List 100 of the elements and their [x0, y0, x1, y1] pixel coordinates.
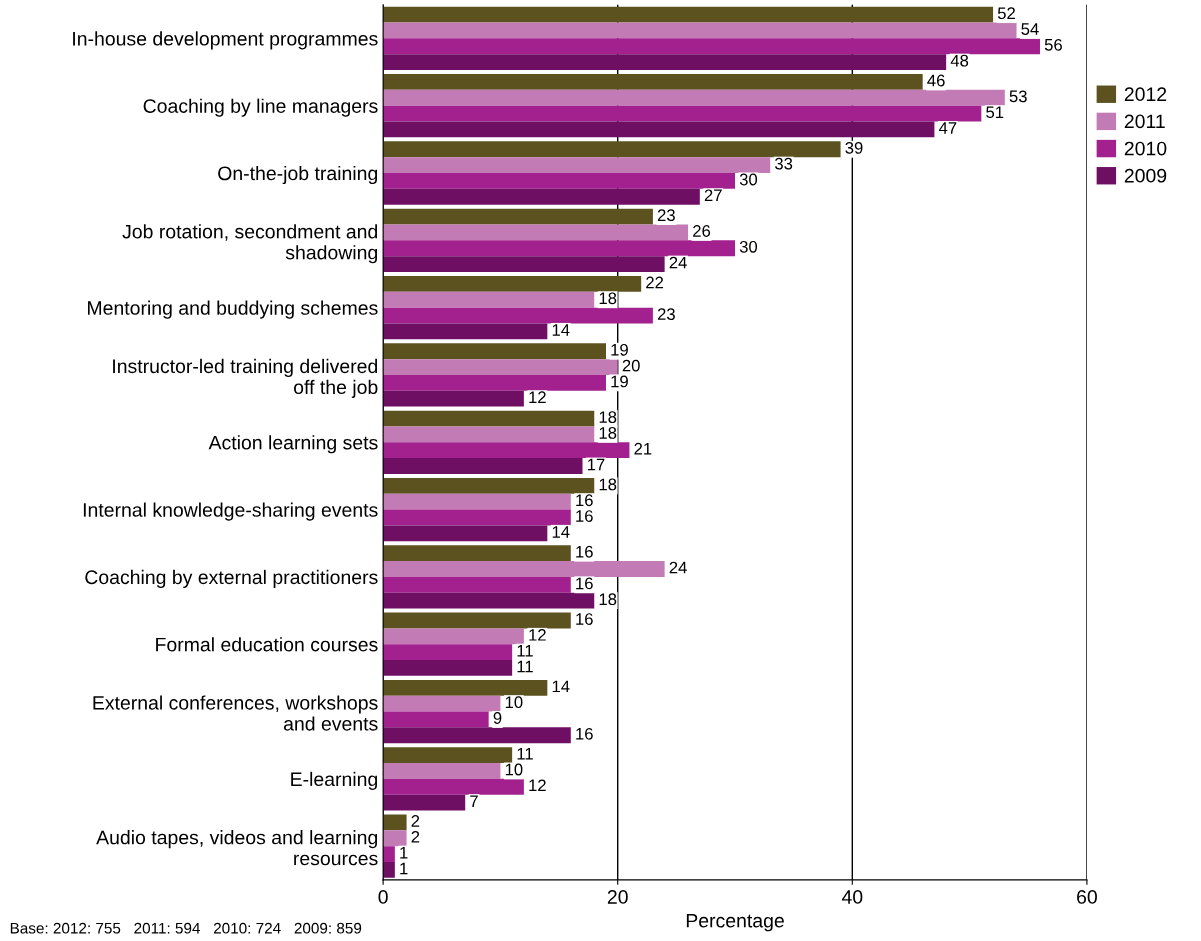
data-label: 14 [552, 680, 570, 693]
bar [383, 747, 513, 764]
bar [383, 509, 571, 526]
bar [383, 660, 513, 676]
data-label: 1 [400, 846, 408, 859]
data-label: 11 [517, 644, 533, 657]
x-tick-label: 0 [378, 890, 388, 904]
data-label: 30 [739, 240, 758, 253]
bar [383, 343, 606, 360]
bar [383, 323, 548, 340]
bar [383, 141, 841, 158]
bar [383, 794, 466, 811]
data-label: 12 [529, 628, 546, 641]
legend-label: 2011 [1124, 114, 1165, 129]
data-label: 16 [576, 577, 593, 590]
y-tick-label: Mentoring and buddying schemes [88, 300, 378, 319]
data-label: 19 [611, 343, 628, 356]
x-tick-label: 40 [841, 890, 863, 904]
data-label: 11 [517, 660, 533, 673]
bar [383, 410, 595, 427]
data-label: 16 [576, 545, 593, 558]
bar [383, 561, 665, 577]
data-label: 53 [1009, 90, 1027, 103]
text: Base: 2012: 755 2011: 594 2010: 724 2009: 859 [10, 922, 362, 934]
data-label: 33 [775, 157, 793, 170]
data-label: 11 [517, 747, 533, 760]
x-tick-label: 20 [607, 890, 628, 904]
data-label: 18 [599, 478, 617, 491]
bar [383, 359, 618, 375]
data-label: 56 [1044, 38, 1062, 51]
data-label: 16 [576, 494, 593, 507]
bar [383, 157, 771, 173]
bar [383, 121, 935, 138]
bar [383, 711, 489, 728]
y-tick-label: Formal education courses [156, 637, 378, 652]
bar [383, 89, 1005, 106]
bar [383, 592, 595, 609]
bar [383, 38, 1040, 55]
data-label: 52 [997, 7, 1015, 20]
bar [383, 477, 595, 494]
data-label: 1 [400, 862, 408, 875]
data-label: 46 [927, 74, 945, 87]
bar [383, 74, 923, 90]
y-tick-label: Action learning sets [208, 435, 378, 454]
data-label: 12 [529, 779, 546, 792]
data-label: 12 [529, 391, 546, 403]
data-label: 51 [986, 106, 1004, 119]
data-label: 23 [657, 209, 675, 222]
bar [383, 830, 407, 847]
bar [383, 208, 653, 225]
data-label: 21 [634, 442, 652, 455]
data-label: 17 [587, 458, 605, 471]
y-tick-label: Coaching by line managers [143, 98, 378, 117]
bar [383, 22, 1017, 39]
data-label: 19 [611, 375, 628, 388]
y-tick-label: On-the-job training [218, 165, 378, 185]
bar [383, 458, 583, 474]
data-label: 9 [493, 712, 502, 724]
bar [383, 814, 407, 831]
data-label: 16 [576, 510, 593, 522]
data-label: 2 [411, 815, 420, 827]
data-label: 24 [669, 256, 687, 269]
y-tick-label: E-learning [291, 771, 378, 790]
x-tick-label: 60 [1077, 890, 1097, 904]
data-label: 10 [505, 696, 523, 709]
bar [383, 307, 653, 324]
bar [383, 525, 548, 542]
y-tick-label: Internal knowledge-sharing events [83, 502, 378, 521]
bar [383, 188, 700, 205]
data-label: 27 [704, 189, 722, 202]
data-label: 54 [1021, 23, 1039, 35]
bar [383, 374, 606, 391]
legend-label: 2010 [1124, 141, 1167, 156]
data-label: 14 [552, 526, 570, 538]
bar [383, 6, 994, 23]
bar [383, 105, 982, 122]
data-label: 24 [669, 561, 687, 574]
bar [383, 778, 524, 795]
bar [383, 695, 501, 712]
data-label: 47 [938, 122, 957, 134]
bar [383, 224, 689, 241]
data-label: 39 [845, 141, 863, 154]
bar [383, 644, 513, 661]
bar [383, 545, 571, 562]
bar [383, 576, 571, 593]
data-label: 10 [505, 763, 523, 776]
bar [383, 442, 630, 459]
data-label: 20 [622, 359, 640, 372]
data-label: 2 [411, 830, 420, 843]
bar [383, 612, 571, 629]
bar [383, 276, 642, 292]
bar [383, 54, 947, 70]
data-label: 18 [599, 427, 617, 439]
bar [383, 846, 395, 862]
data-label: 18 [599, 593, 617, 606]
y-tick-label: Coaching by external practitioners [85, 569, 378, 588]
bar [383, 390, 524, 407]
bar [383, 173, 736, 189]
data-label: 23 [657, 308, 675, 321]
x-axis-title: Percentage [686, 913, 784, 932]
